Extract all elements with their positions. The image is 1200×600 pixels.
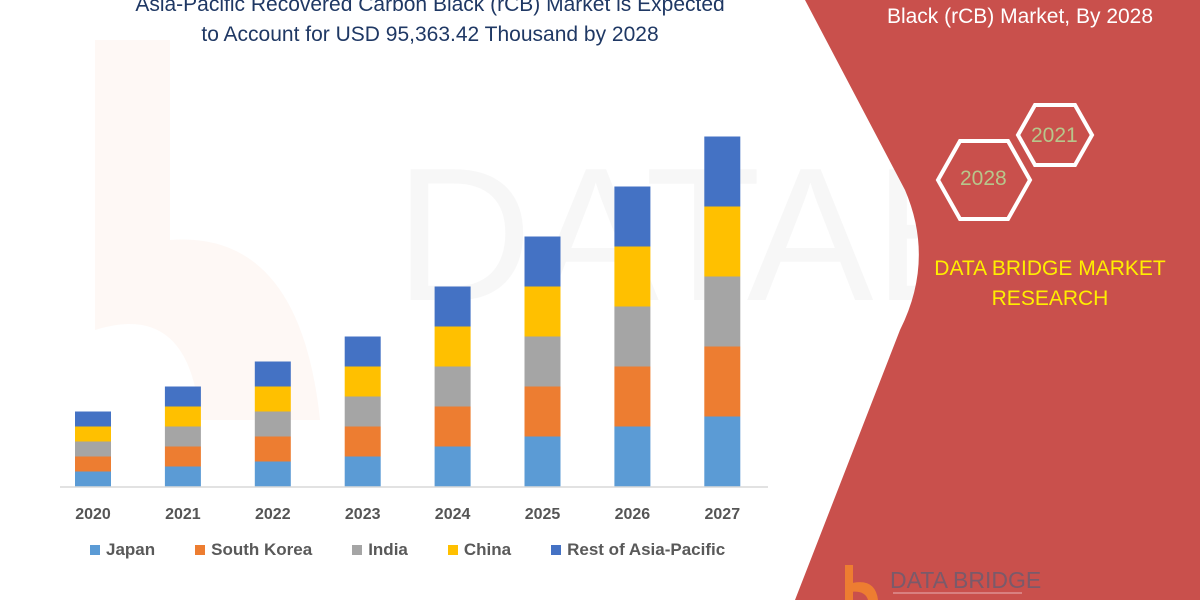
- x-tick-label: 2022: [255, 506, 291, 523]
- legend-swatch: [195, 545, 206, 555]
- bar-segment-2023-rest-of-asia-pacific: [344, 336, 381, 367]
- bar-segment-2027-india: [704, 276, 741, 347]
- bar-segment-2025-china: [524, 286, 561, 337]
- bar-segment-2024-china: [434, 326, 471, 367]
- chart-title-line2: to Account for USD 95,363.42 Thousand by…: [201, 23, 659, 46]
- bar-segment-2022-china: [254, 386, 291, 412]
- legend-item: Rest of Asia-Pacific: [551, 540, 725, 560]
- bar-segment-2025-japan: [524, 436, 561, 487]
- hexagon-2028: [935, 139, 1033, 221]
- hexagon-2021: [1015, 103, 1095, 167]
- legend-label: Japan: [106, 540, 156, 559]
- legend-item: Japan: [90, 540, 155, 560]
- stacked-bar-chart: 2020 2021 2022 2023 2024 2025 2026 2027: [60, 136, 768, 523]
- legend-label: South Korea: [211, 540, 313, 559]
- bar-segment-2026-south-korea: [614, 366, 651, 427]
- watermark-logo: [95, 40, 320, 420]
- bar-segment-2025-south-korea: [524, 386, 561, 437]
- bar-segment-2025-india: [524, 336, 561, 387]
- bar-segment-2020-india: [75, 441, 111, 457]
- logo-mark: [845, 565, 1022, 600]
- x-tick-label: 2024: [435, 506, 471, 523]
- bar-segment-2026-japan: [614, 426, 651, 487]
- bar-segment-2027-rest-of-asia-pacific: [704, 136, 741, 207]
- x-tick-label: 2026: [615, 506, 651, 523]
- bar-segment-2022-japan: [254, 461, 291, 487]
- bar-segment-2021-china: [164, 406, 201, 427]
- x-tick-label: 2021: [165, 506, 201, 523]
- bar-segment-2020-rest-of-asia-pacific: [75, 411, 111, 427]
- bar-segment-2024-india: [434, 366, 471, 407]
- legend: Japan South Korea India China Rest of Asia-P…: [90, 540, 765, 560]
- bar-segment-2023-south-korea: [344, 426, 381, 457]
- legend-label: Rest of Asia-Pacific: [567, 540, 726, 559]
- bars: [75, 136, 741, 487]
- legend-item: India: [352, 540, 408, 560]
- bar-segment-2023-india: [344, 396, 381, 427]
- bar-segment-2020-japan: [75, 471, 111, 487]
- bar-segment-2023-japan: [344, 456, 381, 487]
- x-tick-label: 2023: [345, 506, 381, 523]
- legend-swatch: [447, 545, 458, 555]
- logo-text: DATA BRIDGE: [890, 567, 1042, 593]
- x-tick-label: 2027: [705, 506, 741, 523]
- side-panel-title: Black (rCB) Market, By 2028: [886, 5, 1154, 28]
- bar-segment-2026-india: [614, 306, 651, 367]
- bar-segment-2021-india: [164, 426, 201, 447]
- legend-item: South Korea: [195, 540, 312, 560]
- x-tick-label: 2025: [525, 506, 561, 523]
- bar-segment-2021-rest-of-asia-pacific: [164, 386, 201, 407]
- brand-line2: RESEARCH: [991, 287, 1109, 310]
- legend-swatch: [551, 545, 562, 555]
- bar-segment-2023-china: [344, 366, 381, 397]
- legend-label: China: [463, 540, 512, 559]
- bar-segment-2020-south-korea: [75, 456, 111, 472]
- bar-segment-2024-rest-of-asia-pacific: [434, 286, 471, 327]
- brand-line1: DATA BRIDGE MARKET: [934, 257, 1166, 280]
- bar-segment-2026-china: [614, 246, 651, 307]
- bar-segment-2027-china: [704, 206, 741, 277]
- legend-swatch: [352, 545, 363, 555]
- hex-year-2021: 2021: [1031, 124, 1078, 147]
- bar-segment-2027-japan: [704, 416, 741, 487]
- bar-segment-2021-south-korea: [164, 446, 201, 467]
- red-side-panel: [795, 0, 1200, 600]
- bar-segment-2020-china: [75, 426, 111, 442]
- bar-segment-2024-south-korea: [434, 406, 471, 447]
- bar-segment-2022-rest-of-asia-pacific: [254, 361, 291, 387]
- bar-segment-2025-rest-of-asia-pacific: [524, 236, 561, 287]
- hex-year-2028: 2028: [960, 167, 1007, 190]
- bar-segment-2026-rest-of-asia-pacific: [614, 186, 651, 247]
- x-tick-label: 2020: [75, 506, 111, 523]
- legend-swatch: [90, 545, 100, 555]
- legend-item: China: [447, 540, 512, 560]
- brand-text: DATA BRIDGE MARKET RESEARCH: [920, 254, 1180, 314]
- chart-title-line1: Asia-Pacific Recovered Carbon Black (rCB…: [135, 0, 725, 16]
- bar-segment-2024-japan: [434, 446, 471, 487]
- x-tick-labels: 2020 2021 2022 2023 2024 2025 2026 2027: [75, 506, 740, 523]
- bar-segment-2022-south-korea: [254, 436, 291, 462]
- legend-label: India: [368, 540, 408, 559]
- bar-segment-2022-india: [254, 411, 291, 437]
- bar-segment-2021-japan: [164, 466, 201, 487]
- bar-segment-2027-south-korea: [704, 346, 741, 417]
